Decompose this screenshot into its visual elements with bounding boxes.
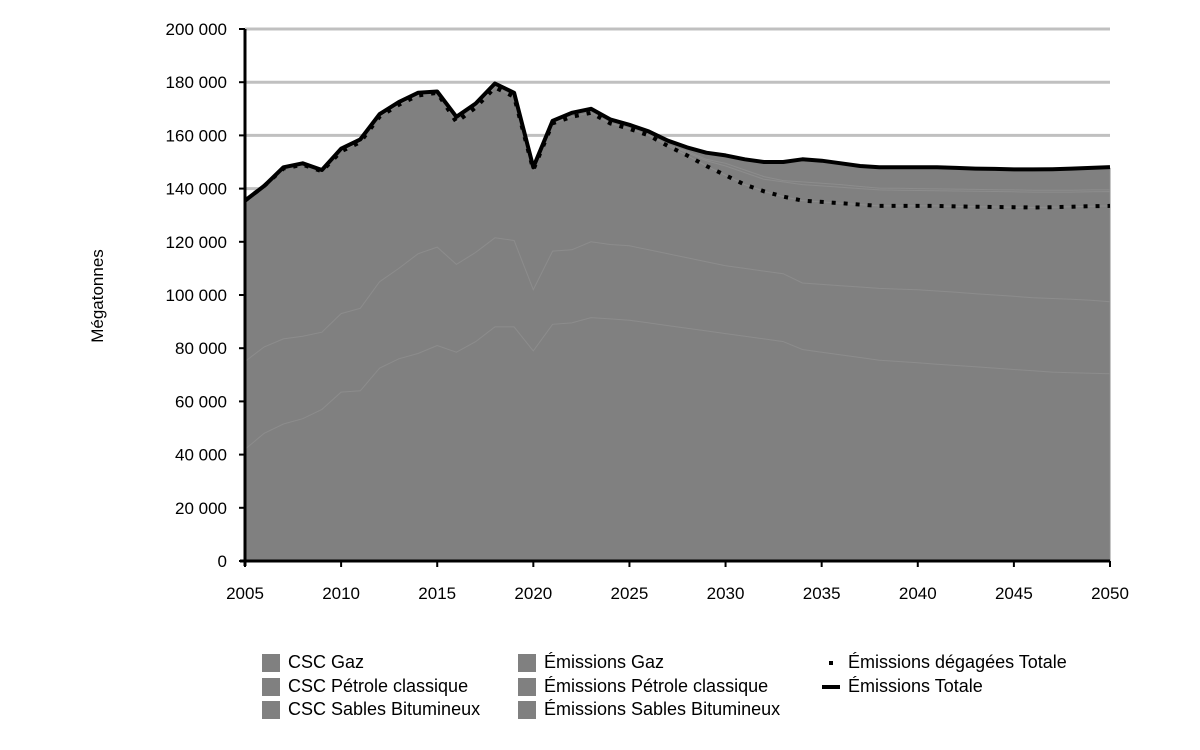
legend-label: Émissions Pétrole classique (544, 676, 769, 696)
legend-item-csc-gaz: CSC Gaz (262, 651, 364, 674)
legend-swatch (262, 700, 280, 719)
y-axis-label: Mégatonnes (88, 249, 107, 343)
legend-swatch (262, 677, 280, 696)
x-tick-label: 2010 (322, 584, 360, 603)
y-tick-label: 100 000 (166, 286, 227, 305)
legend-label: Émissions Totale (848, 676, 983, 696)
x-tick-labels: 2005 2010 2015 2020 2025 2030 2035 2040 2045 2050 (226, 561, 1129, 603)
legend-label: Émissions dégagées Totale (848, 652, 1067, 672)
legend-item-csc-sables-bitumineux: CSC Sables Bitumineux (262, 698, 480, 721)
y-tick-label: 40 000 (175, 446, 227, 465)
line-emissions-totale (243, 81, 1111, 203)
total-lines (243, 81, 1111, 210)
x-tick-label: 2015 (418, 584, 456, 603)
legend-label: Émissions Sables Bitumineux (544, 699, 781, 719)
y-tick-label: 80 000 (175, 339, 227, 358)
y-tick-label: 180 000 (166, 73, 227, 92)
x-tick-label: 2005 (226, 584, 264, 603)
stacked-areas (244, 84, 1111, 562)
legend-swatch (518, 653, 536, 672)
area-emissions-gaz (244, 317, 1111, 562)
chart: 0 20 000 40 000 60 000 80 000 100 000 120 000 1… (88, 20, 1129, 603)
legend-swatch (262, 653, 280, 672)
y-tick-label: 120 000 (166, 233, 227, 252)
y-tick-label: 160 000 (166, 126, 227, 145)
line-emissions-degagees-totale (243, 85, 1111, 210)
axes (240, 29, 1110, 566)
x-tick-label: 2050 (1091, 584, 1129, 603)
x-tick-label: 2035 (803, 584, 841, 603)
y-tick-label: 20 000 (175, 499, 227, 518)
y-tick-label: 140 000 (166, 180, 227, 199)
x-tick-label: 2020 (514, 584, 552, 603)
legend-swatch (518, 677, 536, 696)
legend-item-emissions-degagees-totale: Émissions dégagées Totale (822, 651, 1067, 674)
legend-item-emissions-gaz: Émissions Gaz (518, 651, 664, 674)
legend-item-csc-petrole-classique: CSC Pétrole classique (262, 675, 468, 698)
legend-label: CSC Sables Bitumineux (288, 699, 481, 719)
y-tick-label: 200 000 (166, 20, 227, 39)
legend-item-emissions-totale: Émissions Totale (822, 675, 983, 698)
x-tick-label: 2045 (995, 584, 1033, 603)
y-tick-labels: 0 20 000 40 000 60 000 80 000 100 000 120 000 1… (166, 20, 245, 571)
solid-line-icon (822, 678, 840, 696)
x-tick-label: 2030 (707, 584, 745, 603)
legend-label: CSC Gaz (288, 652, 365, 672)
legend-item-emissions-sables-bitumineux: Émissions Sables Bitumineux (518, 698, 780, 721)
legend-swatch (518, 700, 536, 719)
legend-item-emissions-petrole-classique: Émissions Pétrole classique (518, 675, 768, 698)
legend-label: CSC Pétrole classique (288, 676, 469, 696)
x-tick-label: 2040 (899, 584, 937, 603)
x-tick-label: 2025 (611, 584, 649, 603)
legend: CSC Gaz CSC Pétrole classique CSC Sables… (262, 651, 1162, 723)
y-tick-label: 60 000 (175, 392, 227, 411)
y-tick-label: 0 (218, 552, 227, 571)
dotted-line-icon (822, 654, 840, 672)
legend-label: Émissions Gaz (544, 652, 665, 672)
